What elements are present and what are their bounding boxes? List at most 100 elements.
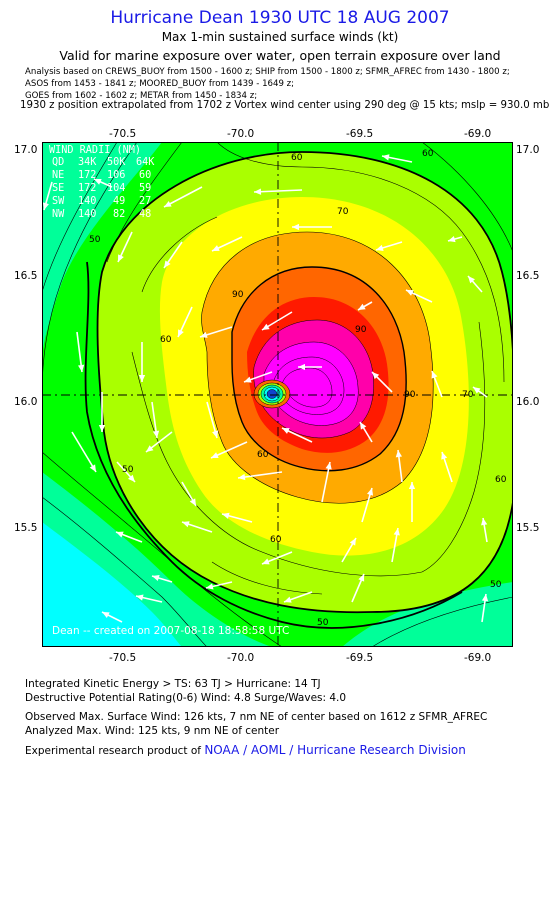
wind-vector-head-36 [238,473,246,481]
lat-tick-right-1: 17.0 [516,144,540,156]
map-title: Hurricane Dean 1930 UTC 18 AUG 2007 [110,8,450,28]
wind-vector-head-46 [393,528,400,536]
lat-tick-left-2: 16.5 [14,270,38,282]
wind-vector-head-22 [244,376,252,383]
wind-vector-head-51 [481,594,489,602]
lon-tick-top-4: -69.0 [464,128,492,140]
contour-label-50-southwest: 50 [122,465,134,475]
wind-vector-shaft-2 [163,186,203,208]
wind-radii-sw-34k: 140 [78,196,96,207]
lon-tick-top-3: -69.5 [346,128,374,140]
wind-vectors [42,154,489,623]
wind-vector-head-26 [473,387,481,394]
wind-vector-head-44 [262,558,270,565]
wind-vector-head-23 [298,363,305,371]
band-30kt [42,522,182,647]
lat-tick-left-4: 15.5 [14,522,38,534]
contour-label-90-northwest: 90 [232,290,244,300]
lon-tick-top-1: -70.5 [109,128,137,140]
wind-vector-head-17 [406,290,414,296]
wind-vector-shaft-36 [237,471,283,479]
lat-tick-left-1: 17.0 [14,144,38,156]
wind-radii-nw-50k: 82 [113,209,125,220]
wind-radii-nw-34k: 140 [78,209,96,220]
lon-tick-bottom-3: -69.5 [346,652,374,664]
wind-vector-head-18 [468,276,475,284]
wind-vector-head-6 [164,260,171,268]
contour-label-60-northeast: 60 [422,149,434,159]
contour-label-90-east: 90 [355,325,367,335]
wind-radii-se-64k: 59 [139,183,151,194]
contour-label-90-east-2: 90 [404,390,416,400]
wind-vector-head-14 [200,331,208,338]
wind-radii-sw-quadrant: SW [52,196,65,207]
wind-radii-se-34k: 172 [78,183,96,194]
observed-max-wind-line: Observed Max. Surface Wind: 126 kts, 7 n… [25,711,488,723]
wind-analysis-map: 60 60 70 50 60 90 90 90 70 60 50 60 60 5… [42,142,513,647]
wind-vector-head-43 [222,512,230,519]
wind-vector-head-47 [152,574,160,582]
lon-tick-bottom-1: -70.5 [109,652,137,664]
lat-tick-right-4: 15.5 [516,522,540,534]
wind-vector-head-15 [262,323,270,330]
contour-64kt [96,151,513,614]
contour-label-50-southeast: 50 [490,580,502,590]
wind-radii-col-34k: 34K [78,157,97,168]
wind-vector-head-39 [408,482,416,489]
wind-vector-head-38 [367,488,374,496]
wind-radii-se-50k: 104 [107,183,125,194]
wind-vector-head-25 [431,371,438,379]
wind-vector-head-45 [349,538,356,546]
contour-label-60-south-2: 60 [270,535,282,545]
contour-label-50-west: 50 [89,235,101,245]
wind-vector-head-33 [441,452,448,460]
lat-tick-right-3: 16.0 [516,396,540,408]
analysis-sources-3: GOES from 1602 - 1602 z; METAR from 1450… [25,91,258,101]
validity-note: Valid for marine exposure over water, op… [59,48,501,63]
wind-vector-head-5 [118,254,124,262]
contour-label-60-south: 60 [257,450,269,460]
lon-tick-bottom-2: -70.0 [227,652,255,664]
contour-label-60-southeast: 60 [495,475,507,485]
wind-vector-head-35 [189,498,196,506]
hurricane-eye [253,379,291,409]
wind-vector-head-2 [164,200,172,207]
wind-vector-head-53 [136,594,144,601]
wind-vector-head-50 [358,574,365,582]
lat-tick-left-3: 16.0 [14,396,38,408]
wind-radii-ne-50k: 106 [107,170,125,181]
wind-radii-nw-64k: 48 [139,209,151,220]
wind-vector-shaft-27 [71,431,97,473]
wind-vector-head-28 [146,445,154,452]
wind-vector-head-19 [98,425,106,432]
wind-vector-head-41 [116,531,124,538]
lon-tick-bottom-4: -69.0 [464,652,492,664]
wind-radii-nw-quadrant: NW [52,209,65,220]
wind-radii-table: WIND RADII (NM) QD 34K 50K 64K NE 172 10… [49,145,155,220]
wind-vector-head-4 [382,154,390,161]
wind-vector-head-27 [89,464,96,472]
band-40kt-nw [42,142,162,362]
wind-radii-col-50k: 50K [107,157,126,168]
contour-label-50-south: 50 [317,618,329,628]
contour-label-70-north: 70 [337,207,349,217]
wind-radii-ne-64k: 60 [139,170,151,181]
position-note: 1930 z position extrapolated from 1702 z… [20,100,550,111]
wind-vector-head-7 [212,245,220,251]
wind-radii-sw-50k: 49 [113,196,125,207]
product-credit-prefix: Experimental research product of [25,745,201,757]
wind-vector-head-13 [178,329,184,337]
contour-90kt [231,266,407,472]
analyzed-max-wind-line: Analyzed Max. Wind: 125 kts, 9 nm NE of … [25,725,280,737]
wind-radii-sw-64k: 27 [139,196,151,207]
noaa-aoml-hrd-link[interactable]: NOAA / AOML / Hurricane Research Divisio… [204,743,466,757]
wind-vector-head-52 [102,612,110,618]
map-frame [42,142,513,647]
product-credit: Experimental research product of NOAA / … [25,743,466,757]
wind-vector-head-8 [292,223,299,231]
wind-vector-head-9 [376,244,384,251]
lon-tick-top-2: -70.0 [227,128,255,140]
wind-vector-head-32 [395,450,402,458]
wind-vector-shaft-3 [253,189,303,193]
wind-vector-head-21 [212,430,219,438]
